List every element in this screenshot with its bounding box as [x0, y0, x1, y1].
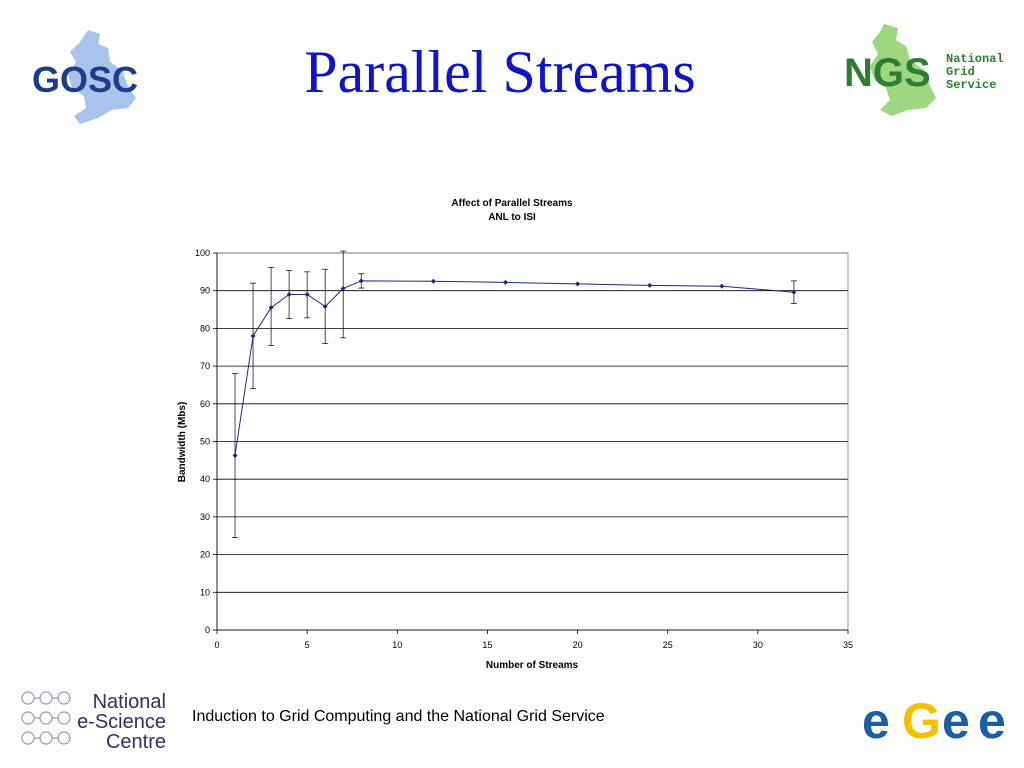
data-point-6: [322, 304, 328, 310]
series-layer: [232, 278, 797, 458]
nesc-circle: [57, 691, 71, 705]
x-tick-label-35: 35: [843, 640, 853, 650]
nesc-circle: [39, 691, 53, 705]
ngs-logo: NGS National Grid Service: [844, 24, 1004, 116]
grid-layer: [216, 252, 849, 631]
series-line-0: [234, 280, 794, 456]
y-tick-label-90: 90: [200, 286, 210, 296]
data-point-5: [304, 291, 310, 297]
nesc-circle: [57, 731, 71, 745]
data-point-8: [358, 278, 364, 284]
data-point-4: [286, 291, 292, 297]
x-tick-label-25: 25: [663, 640, 673, 650]
data-point-2: [250, 333, 256, 339]
ngs-map-shape: [870, 24, 936, 116]
nesc-circle: [21, 731, 35, 745]
bandwidth-chart: Affect of Parallel Streams ANL to ISI Nu…: [177, 198, 853, 671]
ngs-logo-sub-1: National: [946, 52, 1004, 66]
egee-letter-3: e: [942, 698, 970, 746]
y-tick-label-70: 70: [200, 361, 210, 371]
nesc-circles: [21, 691, 71, 745]
data-point-7: [340, 285, 346, 291]
x-tick-label-0: 0: [214, 640, 219, 650]
nesc-circle: [21, 711, 35, 725]
y-tick-label-40: 40: [200, 474, 210, 484]
data-point-1: [232, 452, 238, 458]
egee-letter-2: G: [902, 698, 941, 746]
x-tick-label-10: 10: [392, 640, 402, 650]
slide-title: Parallel Streams: [304, 39, 696, 105]
egee-logo: e G e e: [862, 698, 1006, 746]
y-tick-label-20: 20: [200, 550, 210, 560]
nesc-circle: [39, 731, 53, 745]
y-tick-label-10: 10: [200, 587, 210, 597]
y-tick-label-50: 50: [200, 437, 210, 447]
axis-layer: 0 10 20 30 40 50 60 70 80 90 100 0 5 10 15 20 25 30 35: [195, 248, 853, 650]
data-point-16: [502, 279, 508, 285]
ngs-logo-text: NGS: [844, 51, 931, 95]
data-point-20: [575, 281, 581, 287]
y-tick-label-60: 60: [200, 399, 210, 409]
chart-title: Affect of Parallel Streams: [451, 198, 573, 209]
nesc-circle: [39, 711, 53, 725]
y-tick-label-0: 0: [205, 625, 210, 635]
x-axis-label: Number of Streams: [486, 660, 579, 671]
data-point-12: [430, 278, 436, 284]
gosc-map-shape: [68, 30, 136, 124]
nesc-circle: [57, 711, 71, 725]
y-tick-label-30: 30: [200, 512, 210, 522]
y-tick-label-80: 80: [200, 323, 210, 333]
x-tick-label-5: 5: [305, 640, 310, 650]
footer-text: Induction to Grid Computing and the Nati…: [192, 708, 605, 725]
nesc-circle: [21, 691, 35, 705]
chart-subtitle: ANL to ISI: [488, 212, 536, 223]
nesc-line-2: e-Science: [77, 711, 166, 733]
ngs-logo-sub-2: Grid: [946, 65, 975, 79]
gosc-logo-text: GOSC: [32, 59, 138, 100]
data-point-24: [647, 282, 653, 288]
gosc-logo: GOSC: [32, 30, 138, 124]
x-tick-label-15: 15: [482, 640, 492, 650]
y-axis-label: Bandwidth (Mbs): [177, 402, 188, 483]
x-tick-label-30: 30: [753, 640, 763, 650]
y-tick-label-100: 100: [195, 248, 210, 258]
nesc-line-1: National: [93, 691, 166, 713]
data-point-32: [791, 289, 797, 295]
egee-letter-4: e: [978, 698, 1006, 746]
error-bars: [232, 250, 797, 538]
nesc-logo: National e-Science Centre: [21, 691, 166, 752]
ngs-logo-sub-3: Service: [946, 78, 996, 92]
x-tick-label-20: 20: [573, 640, 583, 650]
nesc-line-3: Centre: [106, 731, 166, 752]
data-point-3: [268, 305, 274, 311]
data-point-28: [719, 283, 725, 289]
egee-letter-1: e: [862, 698, 890, 746]
